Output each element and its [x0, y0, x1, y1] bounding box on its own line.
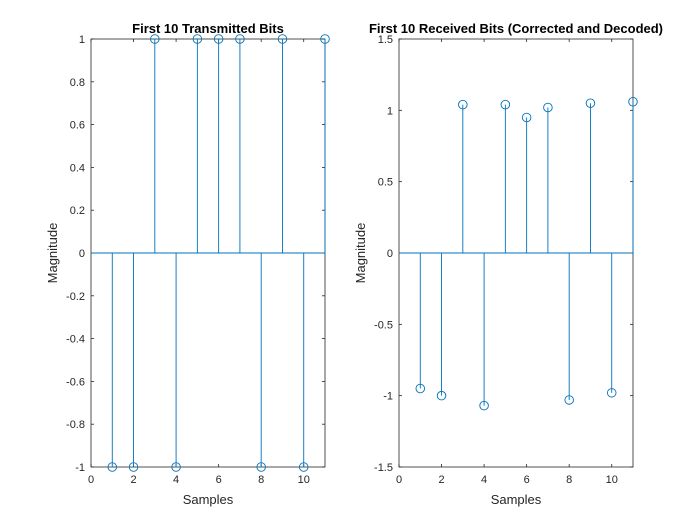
x-axis-label: Samples — [491, 492, 542, 507]
y-tick-label: -0.4 — [66, 334, 85, 346]
stem-marker — [500, 99, 511, 110]
y-tick-label: -0.2 — [66, 291, 85, 303]
stem-marker — [458, 99, 468, 110]
x-tick-label: 4 — [481, 474, 487, 486]
x-tick-label: 10 — [298, 474, 310, 486]
stem-marker — [521, 112, 532, 123]
stem-marker — [235, 34, 245, 44]
y-tick-label: 1.5 — [378, 34, 393, 46]
x-tick-label: 6 — [216, 474, 222, 486]
x-tick-label: 0 — [396, 474, 402, 486]
stem-marker — [585, 98, 596, 108]
stem-marker — [171, 462, 181, 472]
y-tick-label: 0.5 — [378, 177, 393, 189]
y-tick-label: -1 — [383, 391, 393, 403]
y-tick-label: 0.8 — [70, 77, 85, 89]
x-tick-label: 8 — [258, 474, 264, 486]
y-tick-label: 0.4 — [70, 162, 85, 174]
stem-marker — [277, 34, 288, 44]
x-tick-label: 6 — [524, 474, 530, 486]
y-tick-label: -0.6 — [66, 376, 85, 388]
y-tick-label: -1.5 — [374, 462, 393, 474]
stem-marker — [543, 102, 553, 113]
stem-marker — [128, 462, 139, 472]
stem-marker — [150, 34, 160, 44]
plot-transmitted-bits: 0 2 4 6 8 10 -1 -0.8 -0.6 -0.4 -0.2 0 0.2 0.4 0.6 0.8 1 F… — [45, 21, 330, 507]
stem-marker — [564, 395, 574, 405]
y-tick-label: -0.5 — [374, 319, 393, 331]
y-tick-label: -1 — [75, 462, 85, 474]
x-tick-label: 0 — [88, 474, 94, 486]
stem-marker — [479, 400, 489, 411]
stem-marker — [320, 34, 330, 44]
y-axis-label: Magnitude — [353, 223, 368, 284]
x-tick-label: 10 — [606, 474, 618, 486]
y-tick-label: 1 — [79, 34, 85, 46]
stem-marker — [107, 462, 118, 472]
stem-marker — [606, 388, 617, 398]
x-tick-label: 2 — [438, 474, 444, 486]
y-tick-label: 0 — [387, 248, 393, 260]
x-tick-label: 8 — [566, 474, 572, 486]
x-tick-label: 2 — [130, 474, 136, 486]
y-tick-label: 0 — [79, 248, 85, 260]
stem-marker — [436, 390, 447, 401]
y-tick-label: 0.2 — [70, 205, 85, 217]
x-axis-label: Samples — [183, 492, 234, 507]
stem-marker — [415, 383, 426, 394]
y-tick-label: 1 — [387, 105, 393, 117]
chart-title: First 10 Received Bits (Corrected and De… — [369, 21, 663, 36]
stem-marker — [256, 462, 266, 472]
y-axis-label: Magnitude — [45, 223, 60, 284]
stem-marker — [628, 97, 638, 107]
stem-marker — [298, 462, 309, 472]
stem-marker — [213, 34, 224, 44]
y-tick-label: -0.8 — [66, 419, 85, 431]
y-tick-label: 0.6 — [70, 120, 85, 132]
chart-title: First 10 Transmitted Bits — [132, 21, 284, 36]
stem-marker — [192, 34, 203, 44]
x-tick-label: 4 — [173, 474, 179, 486]
